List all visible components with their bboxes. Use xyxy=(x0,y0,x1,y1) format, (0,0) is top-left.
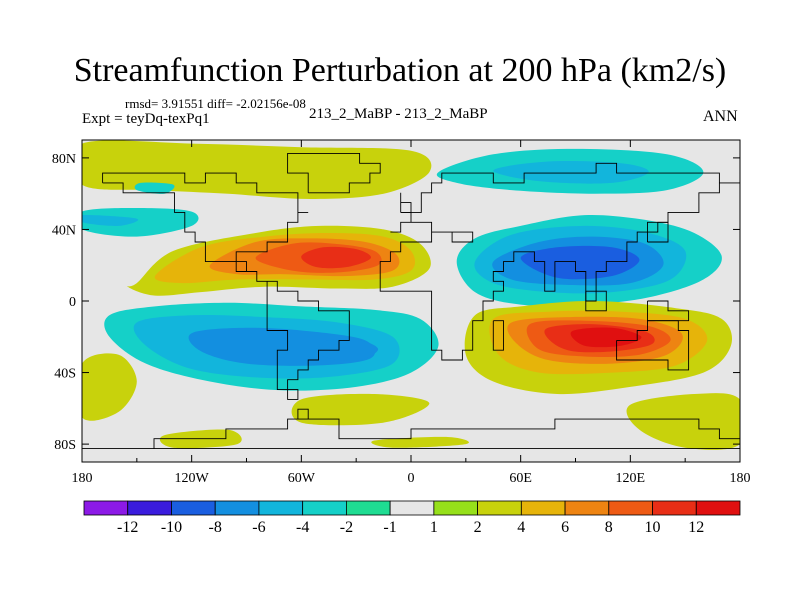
coastline xyxy=(492,320,504,351)
contour-band xyxy=(134,182,175,194)
colorbar-swatch xyxy=(214,500,260,516)
colorbar-label: -1 xyxy=(383,519,396,536)
colorbar-label: -8 xyxy=(209,519,222,536)
coastline xyxy=(647,221,669,243)
contour-band xyxy=(371,436,469,448)
contour-band xyxy=(520,245,640,280)
colorbar-swatch xyxy=(433,500,478,516)
colorbar-label: 1 xyxy=(430,519,438,536)
contour-band xyxy=(570,327,642,348)
contour-band xyxy=(626,393,740,450)
colorbar-swatch xyxy=(652,500,697,516)
x-tick-label: 120E xyxy=(616,471,646,486)
negative-anomaly-1 xyxy=(456,214,722,306)
contour-band xyxy=(316,339,379,361)
x-tick-label: 60W xyxy=(288,471,316,486)
contour-band xyxy=(82,353,137,421)
coastline xyxy=(647,300,690,322)
season-label: ANN xyxy=(703,108,738,125)
colorbar-label: 6 xyxy=(561,519,569,536)
colorbar-label: 12 xyxy=(688,519,704,536)
colorbar-label: 2 xyxy=(474,519,482,536)
y-tick-label: 80N xyxy=(52,152,76,167)
colorbar-label: -4 xyxy=(296,519,309,536)
rmsd-stats: rmsd= 3.91551 diff= -2.02156e-08 xyxy=(125,96,306,111)
negative-anomaly-2 xyxy=(104,302,439,391)
coastline xyxy=(400,192,412,213)
colorbar-label: -12 xyxy=(117,519,138,536)
contour-band xyxy=(82,208,199,237)
colorbar: -12 -10 -8 -6 -4 -2 -1 1 2 4 6 8 10 12 xyxy=(83,500,741,536)
colorbar-label: -2 xyxy=(340,519,353,536)
y-tick-label: 40N xyxy=(52,223,76,238)
coastline xyxy=(379,162,740,361)
coastline xyxy=(287,152,381,194)
experiment-label: Expt = teyDq-texPq1 xyxy=(82,111,210,127)
colorbar-label: -10 xyxy=(161,519,182,536)
coastline xyxy=(616,320,690,371)
coastline xyxy=(102,172,350,400)
colorbar-swatch xyxy=(608,500,653,516)
contour-band xyxy=(291,393,430,426)
y-tick-label: 80S xyxy=(54,438,76,453)
x-tick-label: 0 xyxy=(408,471,415,486)
colorbar-swatch xyxy=(345,500,391,516)
colorbar-swatch xyxy=(695,500,741,516)
contour-band xyxy=(493,161,649,184)
colorbar-label: 4 xyxy=(517,519,525,536)
colorbar-swatch xyxy=(83,500,129,516)
case-label: 213_2_MaBP - 213_2_MaBP xyxy=(309,106,488,122)
colorbar-swatch xyxy=(564,500,610,516)
colorbar-swatch xyxy=(258,500,304,516)
coastlines xyxy=(82,152,740,450)
colorbar-swatch xyxy=(389,500,435,516)
coastline xyxy=(585,290,607,312)
x-tick-label: 120W xyxy=(175,471,210,486)
contour-field xyxy=(82,140,740,450)
chart-title: Streamfunction Perturbation at 200 hPa (… xyxy=(73,52,727,89)
colorbar-label: 10 xyxy=(645,519,661,536)
colorbar-swatch xyxy=(127,500,172,516)
colorbar-swatch xyxy=(520,500,566,516)
contour-band xyxy=(301,246,371,269)
x-tick-label: 180 xyxy=(730,471,751,486)
negative-anomaly-5 xyxy=(82,208,199,237)
positive-anomaly-3 xyxy=(464,300,733,395)
contour-band xyxy=(82,215,139,226)
colorbar-swatch xyxy=(171,500,216,516)
positive-anomaly-0 xyxy=(126,225,431,296)
negative-anomaly-7 xyxy=(134,182,175,194)
map-axes: 180 120W 60W 0 60E 120E 180 80N 40N 0 40S 80S xyxy=(52,140,751,486)
y-tick-label: 0 xyxy=(69,295,76,310)
colorbar-swatch xyxy=(477,500,522,516)
colorbar-label: -6 xyxy=(252,519,265,536)
x-tick-label: 180 xyxy=(72,471,93,486)
positive-anomaly-8 xyxy=(371,393,740,450)
colorbar-swatch xyxy=(302,500,347,516)
colorbar-label: 8 xyxy=(605,519,613,536)
x-tick-label: 60E xyxy=(509,471,532,486)
y-tick-label: 40S xyxy=(54,367,76,382)
coastline xyxy=(82,408,740,450)
